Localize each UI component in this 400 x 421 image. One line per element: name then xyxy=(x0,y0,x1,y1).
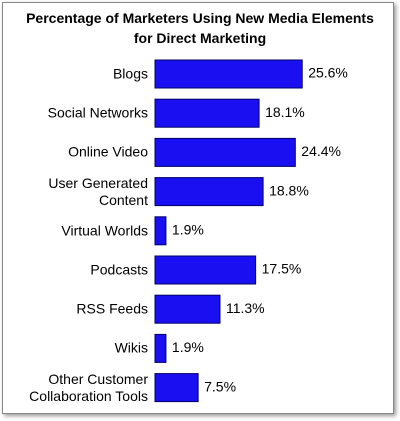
category-label: Social Networks xyxy=(47,104,148,121)
value-label: 18.1% xyxy=(265,104,305,120)
bar xyxy=(154,177,264,207)
bar xyxy=(154,373,199,403)
category-label: Other Customer Collaboration Tools xyxy=(29,370,148,404)
bar xyxy=(154,255,257,285)
category-label: User Generated Content xyxy=(48,174,148,208)
category-label: Online Video xyxy=(68,143,148,160)
bar xyxy=(154,333,167,363)
bar xyxy=(154,216,167,246)
value-label: 18.8% xyxy=(269,182,309,198)
value-label: 25.6% xyxy=(308,65,348,81)
category-label: Virtual Worlds xyxy=(61,222,148,239)
value-label: 7.5% xyxy=(204,378,236,394)
bar xyxy=(154,294,221,324)
value-label: 11.3% xyxy=(226,300,265,316)
value-label: 1.9% xyxy=(172,222,204,238)
category-label: Wikis xyxy=(114,339,148,356)
category-label: RSS Feeds xyxy=(76,300,148,317)
bar xyxy=(154,59,303,89)
bar xyxy=(154,98,260,128)
category-label: Podcasts xyxy=(90,261,148,278)
category-label: Blogs xyxy=(112,65,148,82)
value-label: 1.9% xyxy=(172,339,204,355)
value-label: 24.4% xyxy=(301,143,341,159)
chart-title: Percentage of Marketers Using New Media … xyxy=(26,10,374,46)
value-label: 17.5% xyxy=(262,261,302,277)
bar xyxy=(154,137,296,167)
